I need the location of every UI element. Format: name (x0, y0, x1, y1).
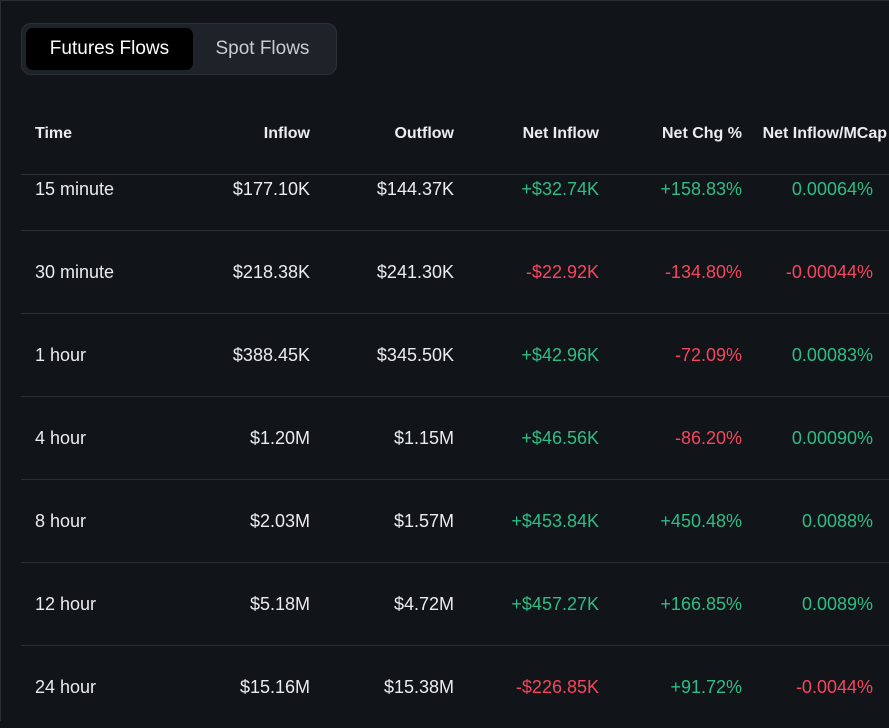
table-row: 1 hour $388.45K $345.50K +$42.96K -72.09… (21, 314, 889, 397)
cell-net-chg: +450.48% (660, 510, 742, 531)
table-row: 15 minute $177.10K $144.37K +$32.74K +15… (21, 175, 889, 231)
cell-net-inflow-mcap: 0.0089% (801, 593, 873, 614)
cell-net-inflow-mcap: 0.00090% (791, 427, 873, 448)
tab-futures-flows[interactable]: Futures Flows (26, 28, 193, 70)
cell-time: 30 minute (35, 261, 115, 282)
cell-net-inflow-mcap: -0.0044% (795, 676, 873, 697)
cell-inflow: $2.03M (249, 510, 310, 531)
cell-outflow: $1.57M (393, 510, 454, 531)
cell-net-chg: -134.80% (664, 261, 742, 282)
cell-net-inflow: +$453.84K (511, 510, 599, 531)
cell-inflow: $177.10K (232, 179, 310, 199)
cell-inflow: $218.38K (232, 261, 310, 282)
cell-net-inflow-mcap: 0.00064% (791, 179, 873, 199)
cell-inflow: $15.16M (239, 676, 310, 697)
cell-inflow: $388.45K (232, 344, 310, 365)
cell-time: 1 hour (35, 344, 87, 365)
cell-net-inflow: +$32.74K (521, 179, 599, 199)
cell-outflow: $15.38M (383, 676, 454, 697)
cell-inflow: $1.20M (249, 427, 310, 448)
cell-time: 15 minute (35, 179, 115, 199)
header-net-inflow[interactable]: Net Inflow (522, 124, 599, 142)
flow-type-tabs: Futures Flows Spot Flows (21, 23, 337, 75)
cell-outflow: $345.50K (376, 344, 454, 365)
table-row: 8 hour $2.03M $1.57M +$453.84K +450.48% … (21, 480, 889, 563)
header-outflow[interactable]: Outflow (394, 124, 454, 142)
cell-net-inflow: -$22.92K (525, 261, 599, 282)
cell-outflow: $144.37K (376, 179, 454, 199)
table-row: 12 hour $5.18M $4.72M +$457.27K +166.85%… (21, 563, 889, 646)
cell-net-inflow: +$42.96K (521, 344, 599, 365)
cell-outflow: $1.15M (393, 427, 454, 448)
header-inflow[interactable]: Inflow (263, 124, 310, 142)
header-net-inflow-mcap[interactable]: Net Inflow/MCap (762, 124, 887, 142)
cell-time: 4 hour (35, 427, 87, 448)
cell-net-chg: -72.09% (674, 344, 742, 365)
header-net-chg[interactable]: Net Chg % (662, 124, 742, 142)
cell-net-inflow-mcap: -0.00044% (785, 261, 873, 282)
cell-net-chg: +166.85% (660, 593, 742, 614)
table-header: Time Inflow Outflow Net Inflow Net Chg %… (21, 93, 889, 175)
cell-net-chg: +158.83% (660, 179, 742, 199)
cell-net-inflow: +$457.27K (511, 593, 599, 614)
table-row: 24 hour $15.16M $15.38M -$226.85K +91.72… (21, 646, 889, 728)
flows-table: Time Inflow Outflow Net Inflow Net Chg %… (21, 93, 889, 728)
cell-net-inflow-mcap: 0.0088% (801, 510, 873, 531)
cell-time: 8 hour (35, 510, 87, 531)
cell-time: 12 hour (35, 593, 97, 614)
table-row: 30 minute $218.38K $241.30K -$22.92K -13… (21, 231, 889, 314)
tab-spot-flows[interactable]: Spot Flows (215, 38, 310, 59)
cell-net-inflow: -$226.85K (515, 676, 599, 697)
cell-outflow: $4.72M (393, 593, 454, 614)
cell-time: 24 hour (35, 676, 97, 697)
cell-net-inflow: +$46.56K (521, 427, 599, 448)
table-row: 4 hour $1.20M $1.15M +$46.56K -86.20% 0.… (21, 397, 889, 480)
cell-net-chg: -86.20% (674, 427, 742, 448)
header-time[interactable]: Time (35, 124, 73, 142)
cell-outflow: $241.30K (376, 261, 454, 282)
cell-net-chg: +91.72% (670, 676, 742, 697)
cell-net-inflow-mcap: 0.00083% (791, 344, 873, 365)
cell-inflow: $5.18M (249, 593, 310, 614)
